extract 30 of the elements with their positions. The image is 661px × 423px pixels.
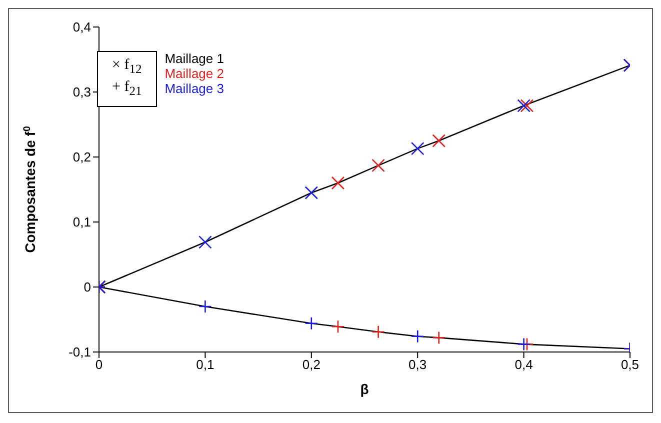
annotation: + f$_{21}$ [112,79,142,98]
annotation: × f$_{12}$ [112,57,142,76]
x-axis-title: β [360,381,370,397]
point [410,142,424,156]
point [304,316,318,330]
y-tick-label: 0,3 [72,84,91,100]
point [410,330,424,344]
point [520,99,534,112]
x-tick-label: 0 [95,357,103,372]
y-tick-label: 0,2 [72,150,91,165]
point [198,300,212,314]
point [304,186,318,200]
point [331,176,345,190]
y-tick-label: 0 [84,280,91,295]
y-tick-label: 0,4 [72,20,91,35]
x-tick-label: 0,1 [196,357,214,372]
text: Maillage 1 [164,51,224,66]
x-tick-label: 0,5 [620,357,640,372]
text: Maillage 3 [164,81,224,96]
y-tick-label: 0,1 [72,214,91,230]
x-tick-label: 0,4 [514,357,533,372]
point [198,236,212,249]
x-tick-label: 0,3 [408,357,427,372]
point [432,134,446,148]
x-tick-label: 0,2 [302,357,320,372]
point [331,320,345,334]
point [517,99,530,112]
text: Maillage 2 [164,66,224,81]
point [372,158,385,172]
y-tick-label: -0,1 [68,344,91,360]
